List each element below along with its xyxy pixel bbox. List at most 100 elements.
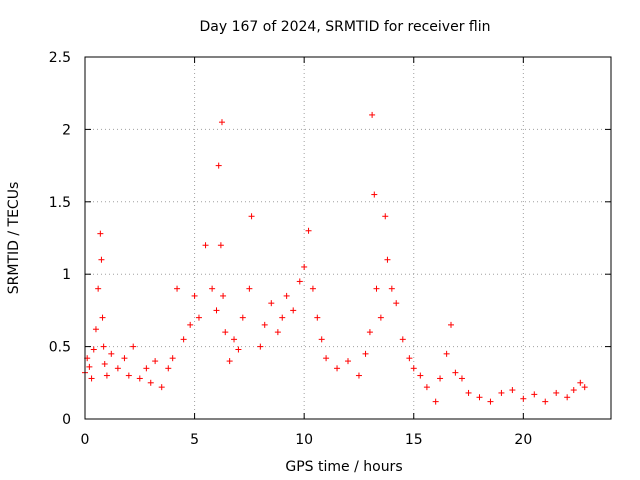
data-point (458, 375, 465, 382)
y-tick-label: 1 (62, 267, 71, 283)
data-point (130, 343, 137, 350)
data-point (323, 355, 330, 362)
data-point (553, 389, 560, 396)
x-tick-label: 10 (295, 432, 313, 448)
data-point (99, 314, 106, 321)
data-point (399, 336, 406, 343)
data-point (239, 314, 246, 321)
data-point (509, 387, 516, 394)
data-point (371, 191, 378, 198)
data-point (498, 389, 505, 396)
data-point (531, 391, 538, 398)
y-tick-label: 2.5 (49, 50, 71, 66)
data-point (443, 350, 450, 357)
data-point (158, 384, 165, 391)
data-point (220, 292, 227, 299)
data-point (355, 372, 362, 379)
data-point (301, 263, 308, 270)
data-point (195, 314, 202, 321)
data-point (345, 358, 351, 365)
data-point (570, 387, 577, 394)
data-point (217, 242, 224, 249)
y-tick-label: 2 (62, 122, 71, 138)
data-point (235, 346, 242, 353)
data-point (143, 365, 150, 372)
data-point (114, 365, 121, 372)
data-point (213, 307, 220, 314)
data-point (246, 285, 253, 292)
data-point (432, 398, 439, 405)
data-point (465, 389, 472, 396)
data-point (215, 162, 222, 169)
data-point (261, 321, 268, 328)
data-point (152, 358, 159, 365)
data-point (393, 300, 400, 307)
data-point (448, 321, 455, 328)
data-point (334, 365, 341, 372)
data-point (305, 227, 312, 234)
y-axis-label: SRMTID / TECUs (6, 182, 22, 295)
data-point (218, 119, 225, 126)
data-point (520, 395, 527, 402)
x-tick-label: 20 (514, 432, 532, 448)
data-point (180, 336, 187, 343)
x-tick-label: 0 (81, 432, 90, 448)
data-point (231, 336, 238, 343)
data-point (373, 285, 380, 292)
data-point (202, 242, 209, 249)
data-point (388, 285, 395, 292)
y-tick-label: 0 (62, 412, 71, 428)
data-point (366, 329, 373, 336)
data-point (97, 230, 104, 237)
data-point (187, 321, 194, 328)
data-point (100, 343, 107, 350)
tick-marks: 0 5 10 15 20 0 0.5 1 1.5 2 2.5 (49, 50, 611, 448)
data-point (384, 256, 391, 263)
data-point (95, 285, 102, 292)
data-point (136, 375, 143, 382)
data-point (90, 346, 97, 353)
data-point (121, 355, 128, 362)
data-point (86, 363, 93, 370)
data-point (174, 285, 181, 292)
data-point (268, 300, 275, 307)
y-tick-label: 0.5 (49, 340, 71, 356)
data-point (476, 394, 483, 401)
data-point (222, 329, 229, 336)
data-point (226, 358, 233, 365)
data-points (82, 111, 588, 405)
data-point (165, 365, 172, 372)
data-point (309, 285, 316, 292)
data-point (362, 350, 369, 357)
data-point (487, 398, 494, 405)
data-point (417, 372, 424, 379)
x-tick-label: 15 (405, 432, 423, 448)
data-point (248, 213, 255, 220)
plot-frame (84, 56, 612, 420)
data-point (318, 336, 325, 343)
data-point (564, 394, 571, 401)
data-point (209, 285, 216, 292)
data-point (98, 256, 105, 263)
data-point (581, 384, 588, 391)
data-point (577, 379, 584, 386)
data-point (125, 372, 132, 379)
data-point (274, 329, 281, 336)
data-point (101, 360, 108, 367)
data-point (437, 375, 444, 382)
data-point (92, 326, 99, 333)
data-point (257, 343, 264, 350)
data-point (290, 307, 297, 314)
x-tick-label: 5 (190, 432, 199, 448)
data-point (103, 372, 110, 379)
data-point (147, 379, 154, 386)
data-point (169, 355, 176, 362)
data-point (406, 355, 413, 362)
x-axis-label: GPS time / hours (285, 459, 402, 475)
data-point (283, 292, 290, 299)
y-tick-label: 1.5 (49, 195, 71, 211)
chart-title: Day 167 of 2024, SRMTID for receiver fli… (200, 19, 491, 35)
data-point (423, 384, 430, 391)
data-point (377, 314, 384, 321)
